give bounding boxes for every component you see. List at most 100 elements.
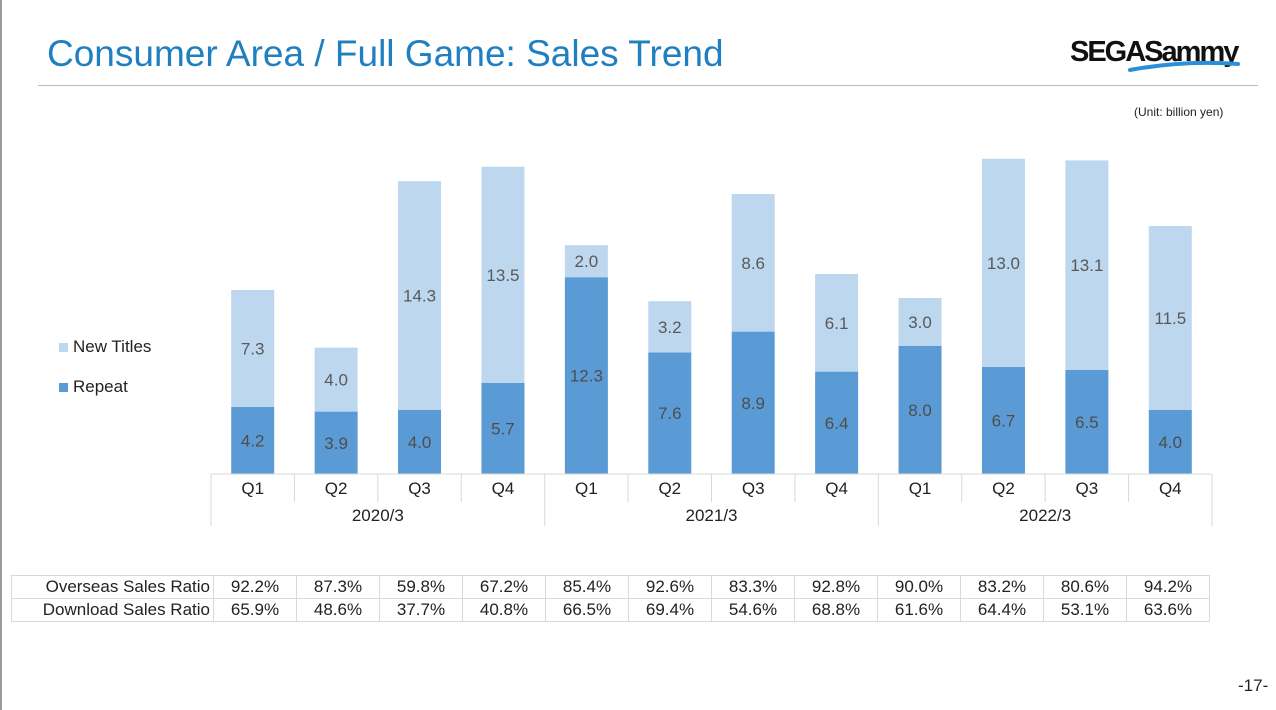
data-label-new-titles: 3.2: [658, 318, 682, 337]
table-cell: 67.2%: [462, 575, 546, 599]
data-label-repeat: 4.0: [1158, 433, 1182, 452]
data-label-new-titles: 11.5: [1154, 309, 1186, 328]
x-group-label: 2022/3: [1019, 506, 1071, 525]
chart-legend: New Titles Repeat: [59, 337, 151, 417]
x-tick-label: Q2: [992, 479, 1015, 498]
table-row: Download Sales Ratio 65.9% 48.6% 37.7% 40.8%…: [11, 598, 1210, 622]
table-cell: 64.4%: [960, 598, 1044, 622]
table-cell: 53.1%: [1043, 598, 1127, 622]
table-cell: 54.6%: [711, 598, 795, 622]
legend-label-repeat: Repeat: [73, 377, 128, 396]
x-tick-label: Q3: [742, 479, 765, 498]
data-label-new-titles: 3.0: [908, 313, 932, 332]
data-label-new-titles: 7.3: [241, 339, 265, 358]
table-row: Overseas Sales Ratio 92.2% 87.3% 59.8% 67.2%…: [11, 575, 1210, 599]
x-tick-label: Q1: [241, 479, 264, 498]
x-tick-label: Q3: [1076, 479, 1099, 498]
bar-new-titles: [648, 301, 692, 353]
bar-new-titles: [398, 181, 442, 410]
data-label-repeat: 7.6: [658, 404, 682, 423]
bar-new-titles: [481, 166, 525, 383]
bar-repeat: [398, 410, 442, 474]
data-label-new-titles: 4.0: [324, 371, 348, 390]
x-tick-label: Q4: [825, 479, 848, 498]
bar-repeat: [1065, 370, 1109, 474]
table-cell: 48.6%: [296, 598, 380, 622]
legend-label-new-titles: New Titles: [73, 337, 152, 356]
data-label-repeat: 6.7: [992, 411, 1016, 430]
table-cell: 92.2%: [213, 575, 297, 599]
data-label-repeat: 8.0: [908, 401, 932, 420]
bar-repeat: [815, 371, 859, 474]
table-cell: 69.4%: [628, 598, 712, 622]
table-cell: 37.7%: [379, 598, 463, 622]
table-cell: 92.8%: [794, 575, 878, 599]
table-cell: 65.9%: [213, 598, 297, 622]
table-cell: 83.2%: [960, 575, 1044, 599]
slide-left-border: [0, 0, 2, 710]
bar-new-titles: [898, 298, 942, 346]
x-tick-label: Q2: [658, 479, 681, 498]
table-cell: 83.3%: [711, 575, 795, 599]
table-cell: 90.0%: [877, 575, 961, 599]
table-row-label: Download Sales Ratio: [11, 598, 214, 622]
table-cell: 68.8%: [794, 598, 878, 622]
bar-new-titles: [564, 245, 608, 278]
logo-swoosh-icon: [1128, 60, 1240, 72]
bar-new-titles: [981, 158, 1025, 367]
bar-repeat: [314, 411, 358, 474]
slide-title: Consumer Area / Full Game: Sales Trend: [47, 33, 724, 74]
table-cell: 85.4%: [545, 575, 629, 599]
table-cell: 92.6%: [628, 575, 712, 599]
table-cell: 80.6%: [1043, 575, 1127, 599]
table-cell: 61.6%: [877, 598, 961, 622]
bar-repeat: [1148, 410, 1192, 474]
page-number: -17-: [1238, 676, 1269, 695]
data-label-new-titles: 13.1: [1070, 256, 1103, 275]
table-cell: 63.6%: [1126, 598, 1210, 622]
x-tick-label: Q4: [492, 479, 515, 498]
x-tick-label: Q3: [408, 479, 431, 498]
x-tick-label: Q2: [325, 479, 348, 498]
table-cell: 87.3%: [296, 575, 380, 599]
bar-repeat: [231, 406, 275, 474]
data-label-repeat: 12.3: [570, 367, 603, 386]
data-label-new-titles: 2.0: [575, 252, 599, 271]
sales-ratio-table: Overseas Sales Ratio 92.2% 87.3% 59.8% 67.2%…: [11, 575, 1210, 622]
table-row-label: Overseas Sales Ratio: [11, 575, 214, 599]
data-label-repeat: 8.9: [741, 394, 765, 413]
data-label-repeat: 5.7: [491, 419, 515, 438]
bar-repeat: [731, 331, 775, 474]
x-tick-label: Q1: [909, 479, 932, 498]
data-label-repeat: 6.4: [825, 414, 849, 433]
title-divider: [38, 85, 1258, 86]
table-cell: 40.8%: [462, 598, 546, 622]
bar-new-titles: [815, 274, 859, 372]
data-label-repeat: 6.5: [1075, 413, 1099, 432]
bar-repeat: [481, 382, 525, 474]
table-cell: 59.8%: [379, 575, 463, 599]
legend-swatch-repeat: [59, 382, 68, 392]
data-label-new-titles: 13.5: [486, 266, 519, 285]
bar-new-titles: [231, 290, 275, 407]
bar-repeat: [564, 277, 608, 474]
x-tick-label: Q1: [575, 479, 598, 498]
bar-new-titles: [314, 347, 358, 412]
bar-repeat: [898, 346, 942, 474]
data-label-new-titles: 8.6: [741, 254, 765, 273]
legend-swatch-new-titles: [59, 342, 68, 352]
bar-new-titles: [1148, 226, 1192, 410]
data-label-repeat: 3.9: [324, 434, 348, 453]
table-cell: 94.2%: [1126, 575, 1210, 599]
legend-item-new-titles: New Titles: [59, 337, 151, 357]
bar-repeat: [981, 366, 1025, 474]
data-label-new-titles: 6.1: [825, 314, 849, 333]
data-label-new-titles: 13.0: [987, 254, 1020, 273]
data-label-repeat: 4.0: [408, 433, 432, 452]
bar-repeat: [648, 352, 692, 474]
legend-item-repeat: Repeat: [59, 377, 151, 397]
data-label-repeat: 4.2: [241, 431, 265, 450]
x-tick-label: Q4: [1159, 479, 1182, 498]
table-cell: 66.5%: [545, 598, 629, 622]
x-group-label: 2020/3: [352, 506, 404, 525]
